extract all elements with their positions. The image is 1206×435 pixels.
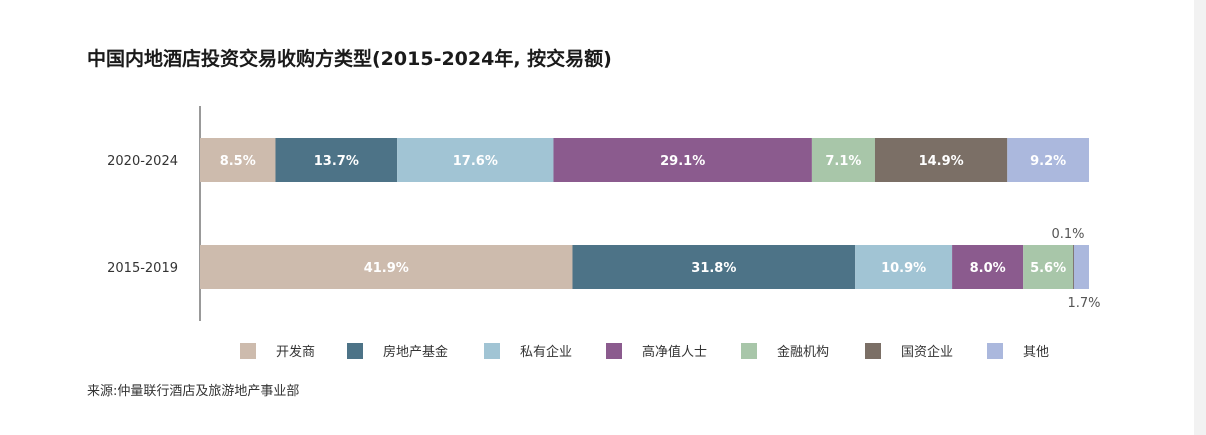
source-note: 来源:仲量联行酒店及旅游地产事业部 [87, 384, 300, 399]
legend-label: 其他 [1023, 345, 1049, 360]
data-label: 31.8% [691, 261, 736, 276]
legend-label: 金融机构 [777, 344, 829, 360]
legend-label: 高净值人士 [642, 344, 707, 360]
legend-label: 国资企业 [901, 344, 953, 360]
bar-segment [952, 245, 1024, 289]
bar-segment [855, 245, 953, 289]
data-label: 0.1% [1051, 227, 1084, 242]
bar-segment [553, 138, 812, 182]
legend-swatch [347, 343, 363, 359]
legend-swatch [987, 343, 1003, 359]
data-label: 7.1% [825, 154, 861, 169]
bar-segment [811, 138, 875, 182]
data-label: 29.1% [660, 154, 705, 169]
bar-segment [1072, 245, 1075, 289]
data-label: 1.7% [1067, 296, 1100, 311]
data-label: 8.0% [970, 261, 1006, 276]
data-label: 9.2% [1030, 154, 1066, 169]
legend-label: 开发商 [276, 344, 315, 360]
data-label: 17.6% [453, 154, 498, 169]
bar-segment [572, 245, 856, 289]
bar-segment [200, 245, 573, 289]
legend-swatch [606, 343, 622, 359]
bar-segment [1073, 245, 1089, 289]
data-label: 10.9% [881, 261, 926, 276]
data-label: 5.6% [1030, 261, 1066, 276]
data-label: 14.9% [919, 154, 964, 169]
legend-label: 房地产基金 [383, 344, 448, 360]
chart-title: 中国内地酒店投资交易收购方类型(2015-2024年, 按交易额) [87, 48, 612, 70]
data-label: 13.7% [314, 154, 359, 169]
bar-segment [200, 138, 276, 182]
page-edge [1194, 0, 1206, 435]
legend-swatch [484, 343, 500, 359]
bar-segment [874, 138, 1008, 182]
data-label: 41.9% [364, 261, 409, 276]
bar-segment [275, 138, 398, 182]
legend-swatch [865, 343, 881, 359]
category-label: 2015-2019 [107, 261, 178, 276]
bar-segment [1007, 138, 1089, 182]
legend-swatch [741, 343, 757, 359]
bar-segment [397, 138, 554, 182]
data-label: 8.5% [220, 154, 256, 169]
category-label: 2020-2024 [107, 154, 178, 169]
legend-swatch [240, 343, 256, 359]
legend-label: 私有企业 [520, 344, 572, 360]
bar-segment [1023, 245, 1073, 289]
